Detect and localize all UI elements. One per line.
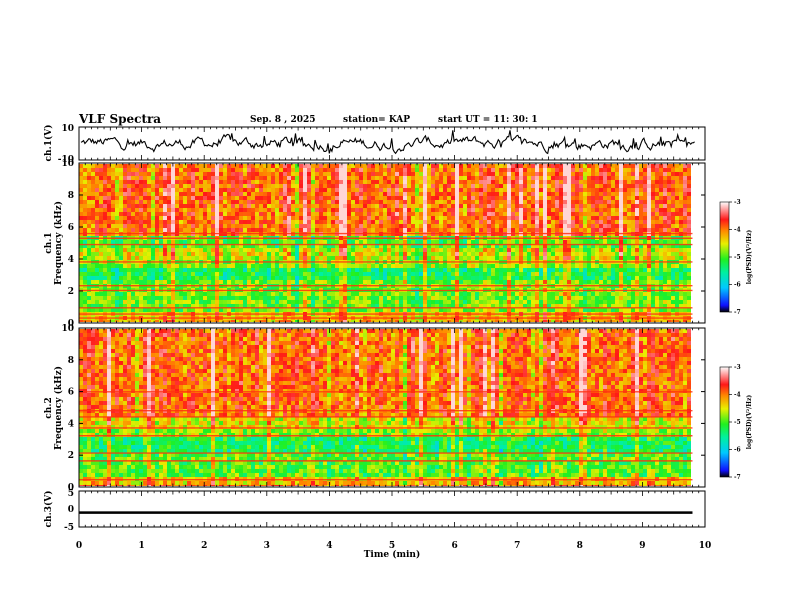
ch1-colorbar-tick-2: -5 [734, 254, 741, 261]
ch1-colorbar-tick-3: -6 [734, 282, 741, 289]
ch1-colorbar: -3 -4 -5 -6 -7 log(PSD)(V²/Hz) [719, 199, 753, 316]
ch1-spectrogram-ytick-4: 8 [68, 191, 74, 201]
ch1-waveform-line [80, 130, 695, 155]
ch1-spectrogram-ylabel-freq: Frequency (kHz) [53, 201, 64, 285]
ch1-ytick-top: 10 [61, 124, 74, 134]
ch2-spectrogram-ytick-1: 2 [68, 451, 74, 461]
ch2-spectrogram-ytick-4: 8 [68, 356, 74, 366]
x-axis-ticks [78, 127, 706, 527]
ch1-ylabel: ch.1(V) [43, 125, 54, 162]
station-label: station= KAP [343, 115, 410, 125]
ch2-colorbar-tick-0: -3 [734, 364, 741, 371]
ch2-colorbar-tick-4: -7 [734, 474, 741, 481]
ch3-ytick-5: 5 [68, 489, 74, 499]
ch1-spectrogram-ytick-2: 4 [68, 255, 74, 265]
x-tick-label-1: 1 [138, 541, 144, 551]
date-label: Sep. 8 , 2025 [250, 115, 316, 125]
start-time-label: start UT = 11: 30: 1 [438, 115, 538, 125]
x-tick-label-2: 2 [201, 541, 207, 551]
ch2-spectrogram-ylabel-ch: ch.2 [44, 397, 54, 418]
ch2-colorbar-tick-2: -5 [734, 419, 741, 426]
ch1-spectrogram-ytick-0: 0 [68, 319, 74, 329]
ch1-colorbar-tick-4: -7 [734, 309, 741, 316]
x-tick-label-4: 4 [326, 541, 332, 551]
ch3-ylabel: ch.3(V) [43, 491, 54, 528]
x-tick-label-7: 7 [514, 541, 520, 551]
ch2-colorbar-label: log(PSD)(V²/Hz) [746, 395, 753, 450]
ch1-colorbar-tick-0: -3 [734, 199, 741, 206]
x-tick-label-3: 3 [264, 541, 270, 551]
ch1-ytick-bottom: -10 [58, 155, 74, 165]
ch2-spectrogram-ylabel-freq: Frequency (kHz) [53, 366, 64, 450]
ch2-spectrogram-ytick-0: 0 [68, 483, 74, 493]
ch3-waveform-band [79, 511, 693, 514]
ch3-ytick-minus5: -5 [64, 523, 74, 533]
ch2-spectrogram-ytick-5: 10 [61, 324, 74, 334]
x-tick-label-6: 6 [451, 541, 457, 551]
ch1-spectrogram-ylabel-ch: ch.1 [44, 232, 54, 253]
ch1-spectrogram-cells [79, 164, 693, 322]
ch1-spectrogram-panel: 0 2 4 6 8 10 ch.1 Frequency (kHz) [44, 159, 706, 329]
x-tick-label-9: 9 [639, 541, 645, 551]
ch2-spectrogram-panel: 0 2 4 6 8 10 ch.2 Frequency (kHz) [44, 324, 706, 493]
ch1-spectrogram-ytick-1: 2 [68, 287, 74, 297]
ch2-spectrogram-cells [79, 329, 693, 486]
ch1-colorbar-label: log(PSD)(V²/Hz) [746, 230, 753, 285]
ch2-spectrogram-ytick-3: 6 [68, 388, 74, 398]
ch2-colorbar-tick-3: -6 [734, 447, 741, 454]
ch1-spectrogram-ytick-5: 10 [61, 159, 74, 169]
x-tick-label-0: 0 [76, 541, 82, 551]
x-axis-label: Time (min) [364, 549, 421, 560]
ch2-spectrogram-ytick-2: 4 [68, 419, 74, 429]
x-tick-label-5: 5 [389, 541, 395, 551]
figure-title: VLF Spectra [78, 112, 161, 126]
ch2-colorbar: -3 -4 -5 -6 -7 log(PSD)(V²/Hz) [719, 364, 753, 481]
ch3-waveform-panel: 5 0 -5 ch.3(V) [43, 489, 706, 533]
ch3-ytick-0: 0 [68, 505, 74, 515]
ch1-waveform-panel: 10 -10 ch.1(V) [43, 124, 706, 165]
ch1-colorbar-tick-1: -4 [734, 227, 741, 234]
x-tick-label-8: 8 [577, 541, 583, 551]
ch1-spectrogram-ytick-3: 6 [68, 223, 74, 233]
x-tick-label-10: 10 [699, 541, 712, 551]
x-axis-tick-labels: 0 1 2 3 4 5 6 7 8 9 10 [76, 541, 711, 551]
ch2-colorbar-tick-1: -4 [734, 392, 741, 399]
